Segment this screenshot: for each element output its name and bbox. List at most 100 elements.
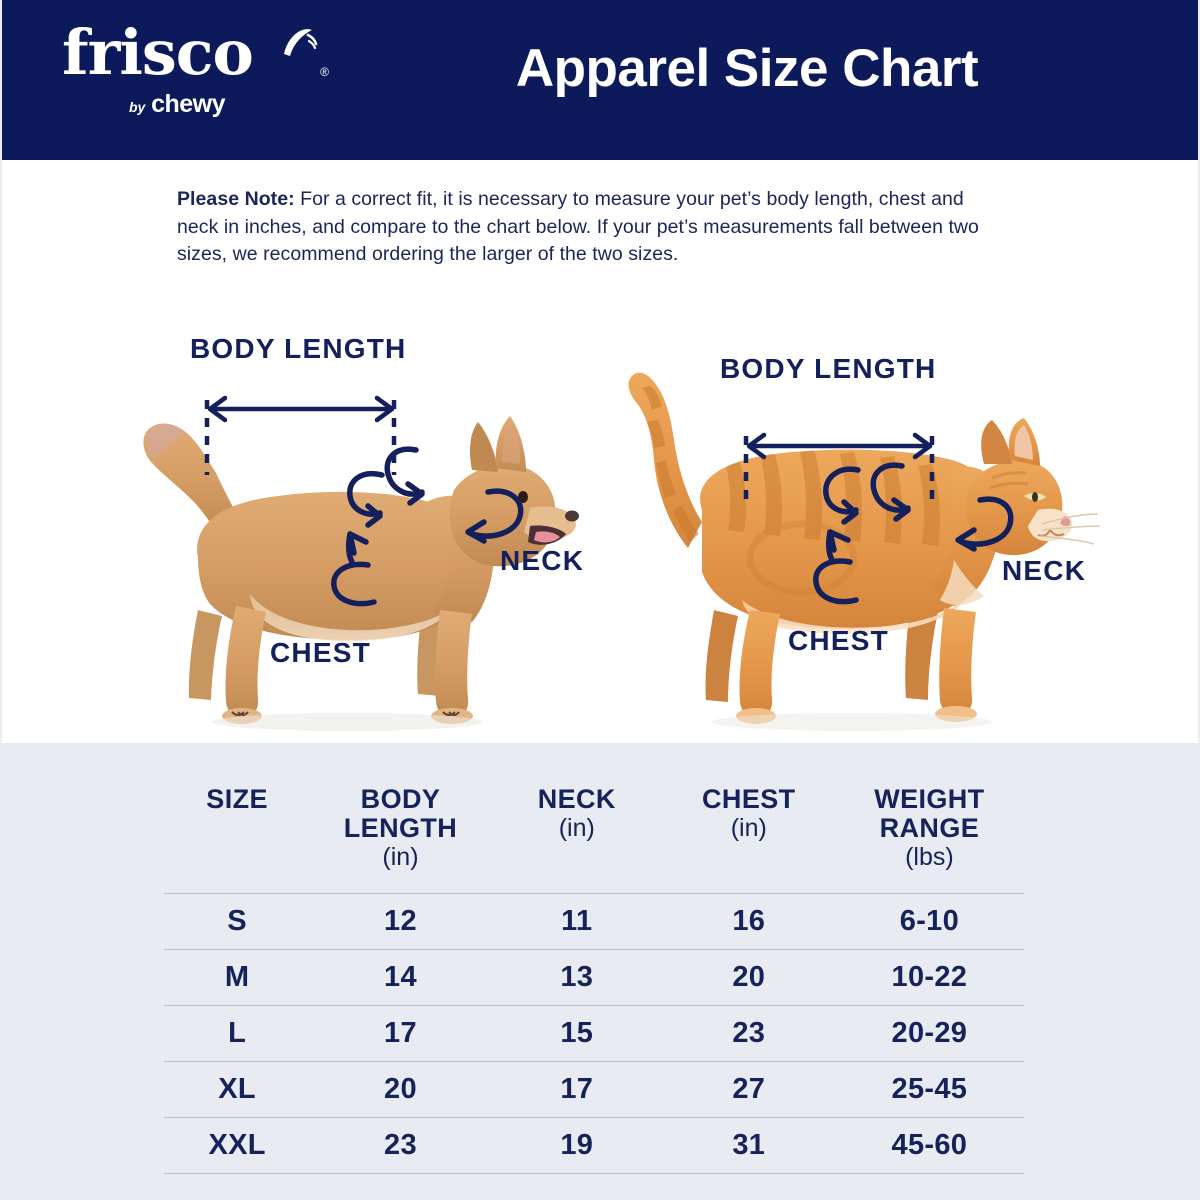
cat-front-leg-near xyxy=(939,608,976,716)
cat-front-leg-far xyxy=(905,606,938,700)
cell-size: S xyxy=(164,893,311,950)
cell-chest: 16 xyxy=(662,893,835,950)
cat-neck-arrow xyxy=(823,462,1014,552)
cell-weight-range: 20-29 xyxy=(834,1005,1024,1062)
cat-body-length-arrow xyxy=(746,432,933,460)
cell-body-length: 12 xyxy=(310,893,491,950)
illustration-area: BODY LENGTH CHEST NECK xyxy=(2,310,1198,743)
dog-nose xyxy=(565,510,579,522)
column-header-weight-range: WEIGHT RANGE (lbs) xyxy=(835,784,1024,894)
cell-chest: 31 xyxy=(662,1117,835,1175)
column-label-chest: CHEST xyxy=(702,784,796,814)
cat-tail-stripes xyxy=(642,386,699,542)
cat-body-length-label: BODY LENGTH xyxy=(720,353,936,384)
dog-front-leg-near xyxy=(435,610,472,718)
please-note-text: Please Note: For a correct fit, it is ne… xyxy=(177,186,1007,269)
brand-sublogo: by chewy xyxy=(62,90,292,119)
column-header-chest: CHEST (in) xyxy=(663,784,835,894)
table-row: S 12 11 16 6-10 xyxy=(164,893,1024,950)
cell-chest: 20 xyxy=(662,949,835,1006)
cat-neck-label: NECK xyxy=(1002,555,1086,586)
cell-neck: 15 xyxy=(490,1005,663,1062)
dog-hind-leg-far xyxy=(188,610,222,700)
dog-tongue xyxy=(534,531,560,543)
column-label-body-length: BODY LENGTH xyxy=(343,784,458,844)
cat-chest-arrow xyxy=(813,529,859,605)
column-unit-chest: (in) xyxy=(730,814,767,843)
page-header: frisco ® by chewy Apparel Size Chart xyxy=(2,0,1198,160)
column-header-body-length: BODY LENGTH (in) xyxy=(310,784,491,894)
brand-parent-name: chewy xyxy=(151,90,226,118)
table-row: XL 20 17 27 25-45 xyxy=(164,1061,1024,1118)
cell-body-length: 23 xyxy=(310,1117,491,1175)
table-header-row: SIZE BODY LENGTH (in) NECK (in) CHEST (i… xyxy=(164,784,1024,894)
page-title: Apparel Size Chart xyxy=(515,39,979,98)
dog-tail xyxy=(143,423,238,532)
cat-chest-label: CHEST xyxy=(788,625,889,656)
frisco-logo: frisco ® by chewy xyxy=(62,22,329,142)
registered-mark: ® xyxy=(320,65,329,79)
cell-neck: 13 xyxy=(490,949,663,1006)
dog-neck-arrow xyxy=(347,446,524,544)
cell-chest: 23 xyxy=(662,1005,835,1062)
dog-body xyxy=(197,491,478,640)
column-header-size: SIZE xyxy=(164,784,310,894)
cell-body-length: 17 xyxy=(310,1005,491,1062)
cat-hind-leg-near xyxy=(739,610,780,718)
cat-ear-far xyxy=(981,420,1012,464)
dog-chest-arrow xyxy=(331,531,377,607)
dog-body-length-label: BODY LENGTH xyxy=(190,333,406,364)
cat-muzzle xyxy=(1028,508,1073,542)
dog-belly xyxy=(250,594,454,642)
dog-body-length-dimension xyxy=(204,400,397,475)
dog-illustration: BODY LENGTH CHEST NECK xyxy=(143,333,584,731)
cell-size: XL xyxy=(164,1061,311,1118)
size-table-band: SIZE BODY LENGTH (in) NECK (in) CHEST (i… xyxy=(2,743,1198,1200)
column-label-neck: NECK xyxy=(537,784,616,814)
cell-neck: 19 xyxy=(490,1117,663,1175)
cell-chest: 27 xyxy=(662,1061,835,1118)
cat-whiskers xyxy=(1039,513,1101,545)
cat-ear-inner xyxy=(1014,425,1033,460)
cell-weight-range: 10-22 xyxy=(834,949,1024,1006)
note-label: Please Note: xyxy=(177,188,295,210)
dog-hind-leg-near xyxy=(225,606,266,718)
cell-body-length: 14 xyxy=(310,949,491,1006)
column-unit-weight-range: (lbs) xyxy=(905,843,954,872)
table-row: XXL 23 19 31 45-60 xyxy=(164,1117,1024,1175)
cell-body-length: 20 xyxy=(310,1061,491,1118)
cell-size: M xyxy=(164,949,311,1006)
cat-belly xyxy=(742,594,970,634)
cat-hind-leg-far xyxy=(705,610,738,702)
size-table-body: S 12 11 16 6-10 M 14 13 20 10-22 L 17 15 xyxy=(164,893,1024,1175)
dog-neck-label: NECK xyxy=(500,545,584,576)
column-unit-body-length: (in) xyxy=(382,843,419,872)
cell-weight-range: 25-45 xyxy=(834,1061,1024,1118)
table-row: L 17 15 23 20-29 xyxy=(164,1005,1024,1062)
dog-body-length-arrow xyxy=(207,395,395,423)
cat-chest-white xyxy=(940,560,984,605)
cat-forehead-stripes xyxy=(989,471,1029,490)
brand-name: frisco xyxy=(62,16,254,89)
brand-wordmark: frisco ® xyxy=(62,22,329,84)
cat-body-length-dimension xyxy=(743,436,935,508)
size-table: SIZE BODY LENGTH (in) NECK (in) CHEST (i… xyxy=(164,784,1024,1175)
table-row: M 14 13 20 10-22 xyxy=(164,949,1024,1006)
dog-ear-far xyxy=(470,422,498,472)
dog-chest-label: CHEST xyxy=(270,637,371,668)
column-header-neck: NECK (in) xyxy=(491,784,663,894)
column-label-weight-range: WEIGHT RANGE xyxy=(874,784,985,844)
cell-weight-range: 45-60 xyxy=(834,1117,1024,1175)
logo-swoosh-icon xyxy=(284,29,318,56)
brand-by-text: by xyxy=(128,99,146,115)
cell-neck: 17 xyxy=(490,1061,663,1118)
cat-illustration: BODY LENGTH CHEST NECK xyxy=(628,353,1101,731)
cell-size: XXL xyxy=(164,1117,311,1175)
cat-tabby-stripes xyxy=(724,450,940,596)
column-unit-neck: (in) xyxy=(558,814,595,843)
cell-weight-range: 6-10 xyxy=(834,893,1024,950)
cell-size: L xyxy=(164,1005,311,1062)
column-label-size: SIZE xyxy=(206,784,268,814)
pet-illustrations: BODY LENGTH CHEST NECK xyxy=(143,333,1101,731)
